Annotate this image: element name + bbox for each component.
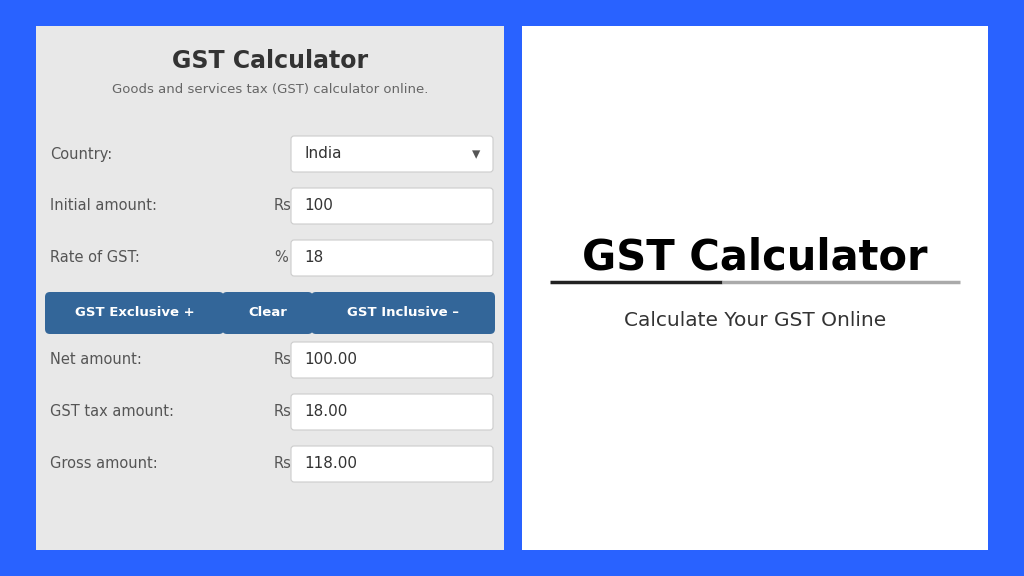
FancyBboxPatch shape [291,188,493,224]
Text: Goods and services tax (GST) calculator online.: Goods and services tax (GST) calculator … [112,82,428,96]
Text: 100.00: 100.00 [304,353,357,367]
FancyBboxPatch shape [36,26,504,550]
Text: GST Inclusive –: GST Inclusive – [347,306,459,320]
FancyBboxPatch shape [291,240,493,276]
Text: 100: 100 [304,199,333,214]
Text: GST Calculator: GST Calculator [172,49,368,73]
FancyBboxPatch shape [311,292,495,334]
Text: Gross amount:: Gross amount: [50,457,158,472]
FancyBboxPatch shape [522,26,988,550]
FancyBboxPatch shape [291,136,493,172]
Text: GST tax amount:: GST tax amount: [50,404,174,419]
Text: Initial amount:: Initial amount: [50,199,157,214]
FancyBboxPatch shape [291,394,493,430]
FancyBboxPatch shape [222,292,313,334]
Text: Net amount:: Net amount: [50,353,142,367]
Text: India: India [304,146,341,161]
Text: GST Exclusive +: GST Exclusive + [75,306,195,320]
Text: %: % [274,251,288,266]
Text: Calculate Your GST Online: Calculate Your GST Online [624,310,886,329]
Text: 18.00: 18.00 [304,404,347,419]
Text: 118.00: 118.00 [304,457,357,472]
Text: Rs: Rs [274,353,292,367]
Text: Country:: Country: [50,146,113,161]
FancyBboxPatch shape [291,446,493,482]
FancyBboxPatch shape [291,342,493,378]
Text: Rs: Rs [274,404,292,419]
Text: Rs: Rs [274,199,292,214]
Text: Clear: Clear [248,306,287,320]
Text: ▾: ▾ [472,145,480,163]
Text: Rs: Rs [274,457,292,472]
Text: GST Calculator: GST Calculator [583,237,928,279]
Text: 18: 18 [304,251,324,266]
FancyBboxPatch shape [45,292,224,334]
Text: Rate of GST:: Rate of GST: [50,251,140,266]
